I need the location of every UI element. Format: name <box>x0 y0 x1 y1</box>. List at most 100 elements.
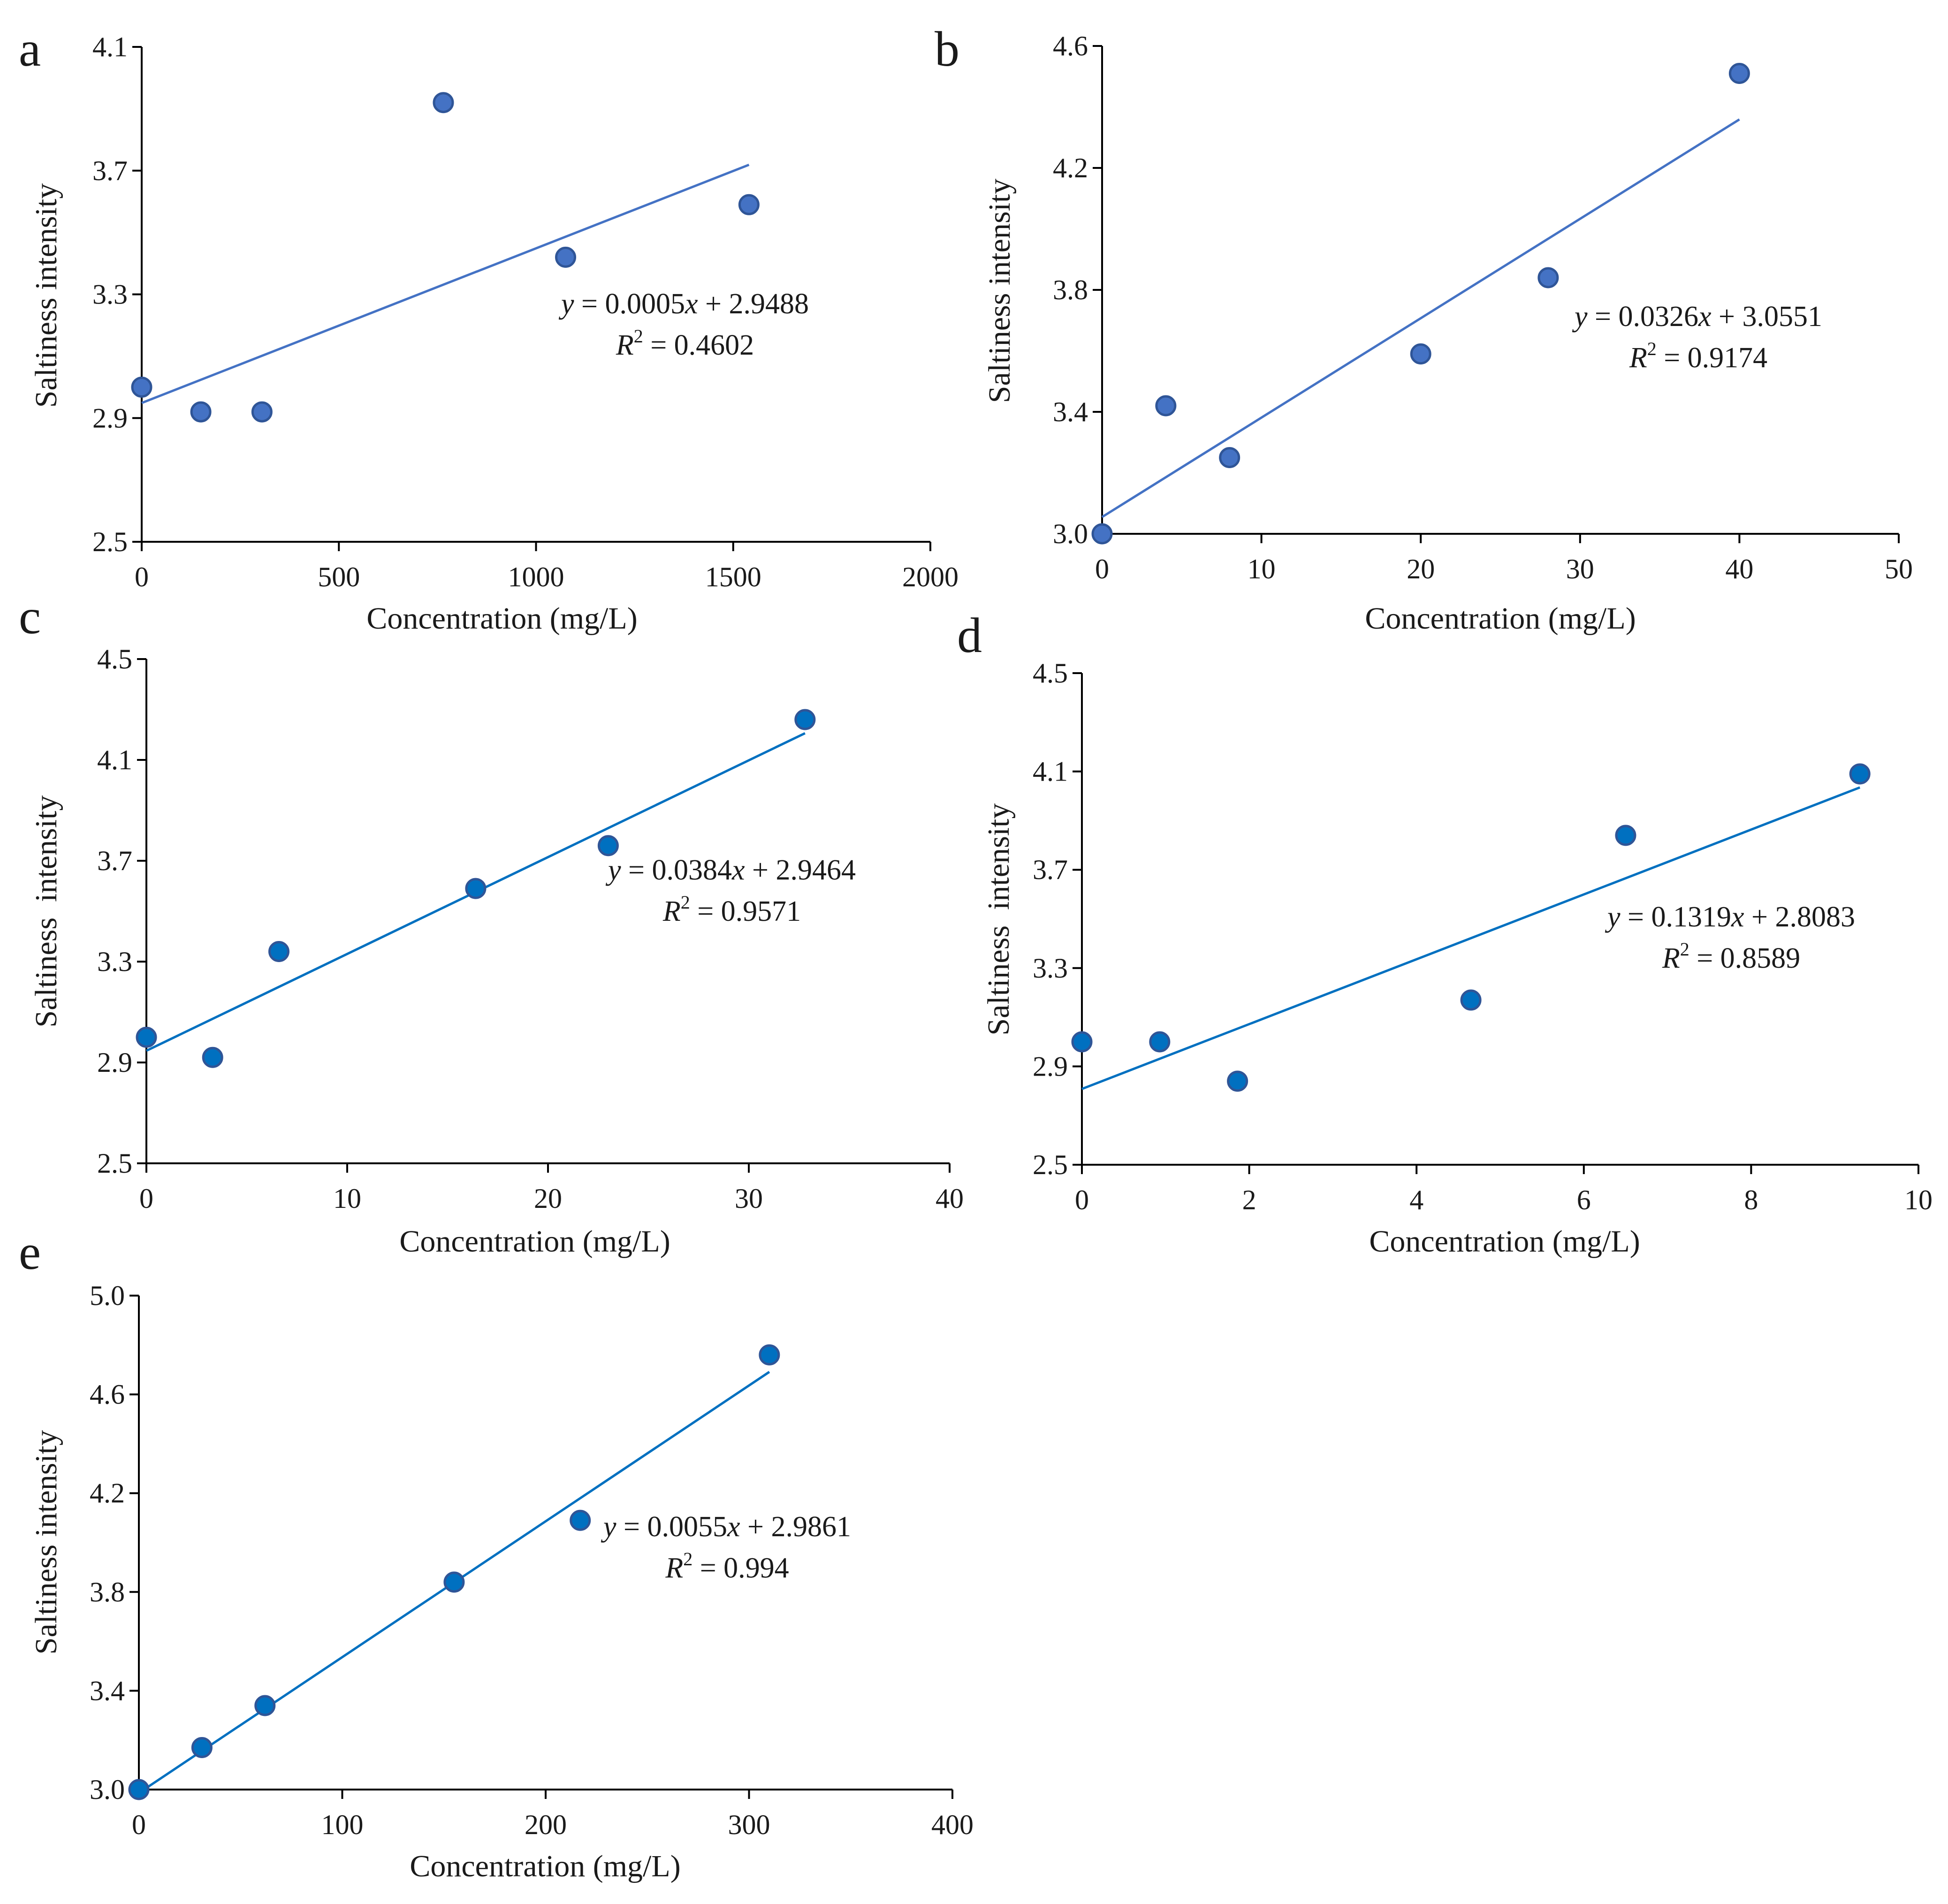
data-point <box>190 401 212 423</box>
data-point <box>1155 395 1177 417</box>
data-point <box>268 941 289 962</box>
data-point <box>1091 523 1113 545</box>
regression-equation: y = 0.0384x + 2.9464 <box>605 854 856 886</box>
y-tick-label: 4.1 <box>1033 756 1068 787</box>
y-tick-label: 3.0 <box>90 1774 125 1805</box>
y-tick-label: 2.5 <box>1033 1149 1068 1180</box>
trendline <box>1101 118 1740 518</box>
x-tick-label: 0 <box>135 561 149 592</box>
x-tick-label: 300 <box>728 1809 770 1840</box>
x-axis-title: Concentration (mg/L) <box>1365 601 1636 636</box>
data-point <box>1410 343 1431 364</box>
y-tick-label: 3.4 <box>90 1675 125 1706</box>
y-tick-label: 2.5 <box>92 526 128 557</box>
r-squared-value: R2 = 0.8589 <box>1662 939 1800 974</box>
data-point <box>738 194 760 215</box>
y-axis-title: Saltiness intensity <box>982 179 1017 403</box>
panel-label: c <box>19 589 41 644</box>
y-tick-label: 2.9 <box>97 1047 132 1078</box>
regression-equation: y = 0.0005x + 2.9488 <box>558 288 809 320</box>
r-squared-value: R2 = 0.9174 <box>1629 338 1767 374</box>
data-point <box>254 1695 276 1716</box>
y-axis-title: Saltiness intensity <box>29 796 63 1028</box>
x-tick-label: 1000 <box>508 561 564 592</box>
panel-label: b <box>935 22 959 76</box>
x-tick-label: 1500 <box>705 561 761 592</box>
x-tick-label: 20 <box>1407 554 1435 584</box>
y-tick-label: 2.5 <box>97 1148 132 1179</box>
data-point <box>1149 1031 1171 1053</box>
x-tick-label: 40 <box>1725 554 1753 584</box>
x-axis-title: Concentration (mg/L) <box>366 601 637 636</box>
data-point <box>465 878 487 899</box>
y-axis-title: Saltiness intensity <box>29 1430 63 1655</box>
r-squared-value: R2 = 0.9571 <box>662 892 801 927</box>
x-axis-title: Concentration (mg/L) <box>1369 1224 1640 1259</box>
data-point <box>794 709 816 730</box>
x-tick-label: 30 <box>1566 554 1594 584</box>
x-tick-label: 40 <box>936 1183 964 1214</box>
chart-panel-a: a 2.5 2.9 3.3 3.7 4.1 0 500 1000 1500 2000 Concentr… <box>19 22 959 636</box>
data-point <box>570 1510 591 1531</box>
y-axis-title: Saltiness intensity <box>29 183 63 408</box>
x-tick-label: 0 <box>139 1183 153 1214</box>
x-tick-label: 2000 <box>902 561 959 592</box>
x-tick-label: 8 <box>1744 1184 1758 1215</box>
y-tick-label: 3.8 <box>1053 274 1088 305</box>
x-axis-title: Concentration (mg/L) <box>410 1849 680 1883</box>
regression-equation: y = 0.1319x + 2.8083 <box>1605 901 1855 933</box>
data-point <box>131 376 152 398</box>
y-tick-label: 4.5 <box>1033 658 1068 689</box>
x-axis-title: Concentration (mg/L) <box>399 1224 670 1259</box>
data-point <box>136 1026 157 1048</box>
data-point <box>433 92 454 114</box>
data-point <box>1849 763 1871 785</box>
y-tick-label: 3.7 <box>97 845 132 876</box>
data-point <box>1728 63 1750 84</box>
x-tick-label: 400 <box>931 1809 974 1840</box>
data-point <box>597 835 619 857</box>
chart-panel-d: d 2.5 2.9 3.3 3.7 4.1 4.5 0 2 4 6 8 10 Concentration … <box>957 608 1933 1259</box>
y-tick-label: 4.2 <box>90 1478 125 1509</box>
y-tick-label: 3.3 <box>1033 953 1068 984</box>
panel-label: e <box>19 1225 41 1280</box>
panel-label: d <box>957 608 982 663</box>
x-tick-label: 0 <box>1095 554 1109 584</box>
r-squared-value: R2 = 0.4602 <box>616 326 754 361</box>
y-tick-label: 3.7 <box>1033 854 1068 885</box>
y-tick-label: 3.7 <box>92 155 128 186</box>
x-tick-label: 10 <box>1248 554 1276 584</box>
y-tick-label: 3.3 <box>92 279 128 310</box>
data-point <box>1460 989 1482 1011</box>
trendline <box>141 164 750 404</box>
x-tick-label: 10 <box>1904 1184 1933 1215</box>
x-tick-label: 10 <box>333 1183 361 1214</box>
data-point <box>191 1737 213 1758</box>
data-point <box>128 1779 150 1800</box>
y-tick-label: 4.5 <box>97 644 132 675</box>
trendline <box>1081 786 1861 1090</box>
x-tick-label: 100 <box>321 1809 364 1840</box>
data-point <box>251 401 273 423</box>
x-tick-label: 0 <box>132 1809 146 1840</box>
data-point <box>1227 1070 1248 1092</box>
y-tick-label: 4.1 <box>92 31 128 62</box>
chart-panel-e: e 3.0 3.4 3.8 4.2 4.6 5.0 0 100 200 300 400 Concentr… <box>19 1225 974 1883</box>
chart-panel-b: b 3.0 3.4 3.8 4.2 4.6 0 10 20 30 40 50 Concentration… <box>935 22 1913 636</box>
data-point <box>555 246 577 268</box>
panel-label: a <box>19 22 41 76</box>
y-tick-label: 4.6 <box>90 1379 125 1410</box>
x-tick-label: 2 <box>1242 1184 1256 1215</box>
y-tick-label: 5.0 <box>90 1280 125 1311</box>
x-tick-label: 4 <box>1409 1184 1423 1215</box>
x-tick-label: 500 <box>318 561 360 592</box>
y-tick-label: 2.9 <box>92 402 128 433</box>
y-tick-label: 4.6 <box>1053 30 1088 61</box>
y-tick-label: 2.9 <box>1033 1051 1068 1082</box>
data-point <box>1615 825 1636 846</box>
y-tick-label: 3.8 <box>90 1577 125 1608</box>
y-tick-label: 3.3 <box>97 946 132 977</box>
y-tick-label: 3.4 <box>1053 396 1088 427</box>
x-tick-label: 6 <box>1577 1184 1591 1215</box>
